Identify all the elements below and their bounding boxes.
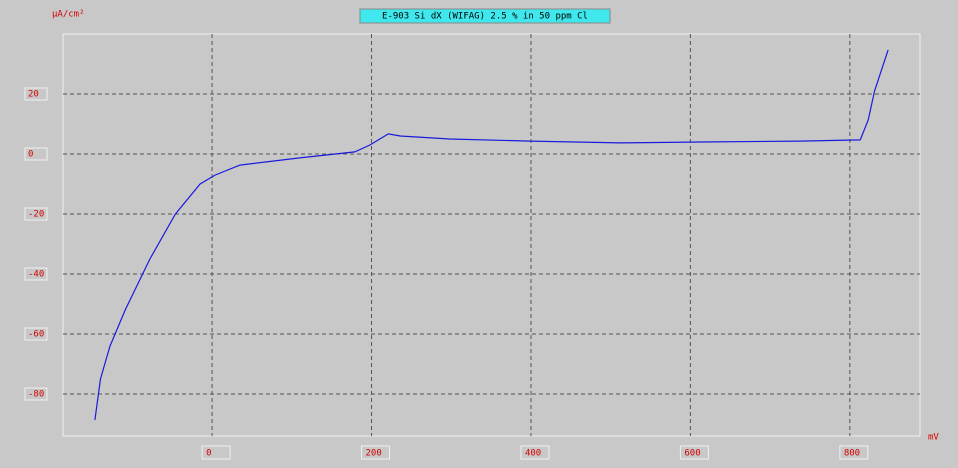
data-line	[94, 49, 889, 421]
x-tick-box	[201, 445, 231, 460]
y-axis-label: µA/cm²	[52, 10, 85, 20]
y-tick-box	[24, 327, 48, 341]
chart-title: E-903 Si dX (WIFAG) 2.5 % in 50 ppm Cl	[382, 12, 588, 22]
y-tick-label: -20	[28, 210, 44, 220]
x-tick-label: 800	[844, 449, 860, 459]
x-tick-box	[361, 445, 391, 460]
y-tick-box	[24, 267, 48, 281]
y-tick-label: -80	[28, 390, 44, 400]
x-tick-label: 200	[366, 449, 382, 459]
x-tick-box	[679, 445, 709, 460]
plot-area	[62, 33, 921, 437]
y-tick-box	[24, 87, 48, 101]
x-tick-label: 400	[525, 449, 541, 459]
y-tick-label: 20	[28, 90, 39, 100]
title-box	[359, 8, 611, 24]
x-tick-label: 600	[684, 449, 700, 459]
y-tick-box	[24, 387, 48, 401]
x-axis-label: mV	[928, 433, 939, 443]
x-tick-label: 0	[206, 449, 211, 459]
y-tick-box	[24, 207, 48, 221]
y-tick-label: 0	[28, 150, 33, 160]
y-tick-label: -60	[28, 330, 44, 340]
x-tick-box	[839, 445, 869, 460]
x-tick-box	[520, 445, 550, 460]
y-tick-label: -40	[28, 270, 44, 280]
y-tick-box	[24, 147, 48, 161]
